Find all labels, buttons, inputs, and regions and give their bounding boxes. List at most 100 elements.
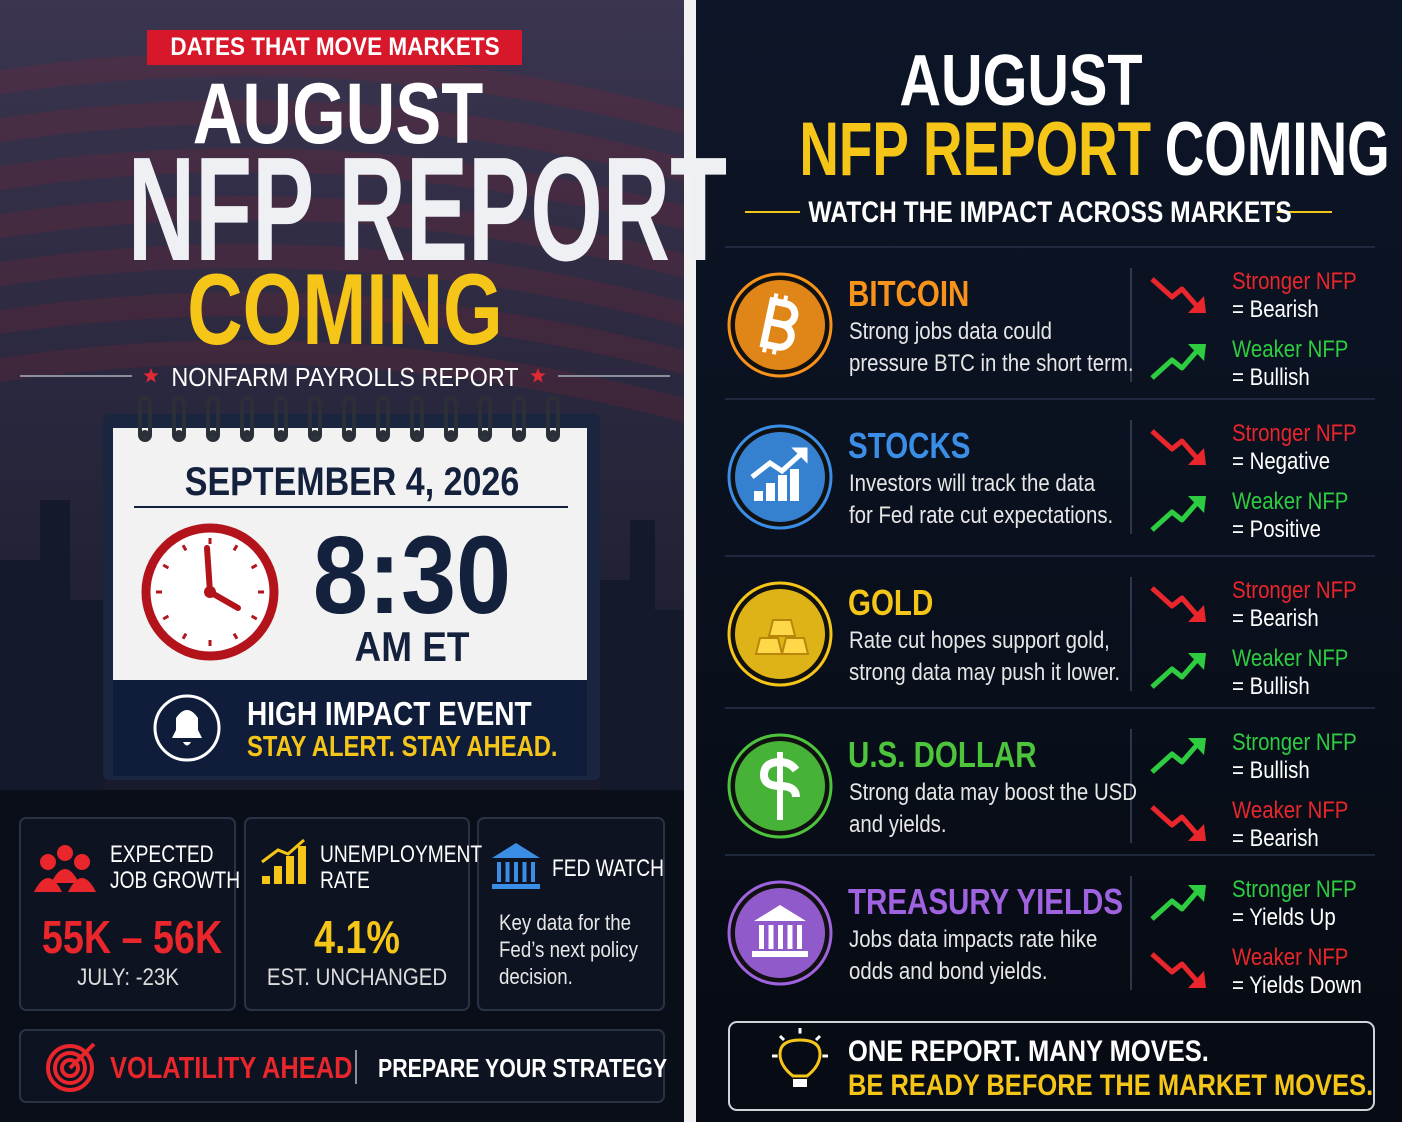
ring bbox=[206, 396, 220, 442]
ring bbox=[376, 396, 390, 442]
people-icon bbox=[51, 869, 79, 883]
impact-label: Weaker NFP bbox=[1232, 336, 1349, 363]
ring-hole bbox=[175, 430, 183, 438]
market-name: GOLD bbox=[848, 582, 934, 623]
impact-label: Stronger NFP bbox=[1232, 729, 1357, 756]
stocks-icon bbox=[750, 451, 804, 479]
clock-center bbox=[204, 586, 216, 598]
stocks-icon bbox=[778, 475, 787, 501]
stat-label: RATE bbox=[320, 867, 370, 894]
chart-icon bbox=[261, 838, 305, 864]
market-description: odds and bond yields. bbox=[849, 958, 1048, 985]
ring-hole bbox=[413, 430, 421, 438]
ring bbox=[410, 396, 424, 442]
trend-arrow bbox=[1188, 824, 1206, 841]
bitcoin-icon bbox=[772, 293, 779, 302]
bank-icon bbox=[531, 862, 535, 882]
flag-stripe bbox=[0, 244, 684, 326]
impact-effect: = Bearish bbox=[1232, 825, 1319, 852]
skyline bbox=[630, 520, 655, 810]
treasury-icon bbox=[778, 925, 783, 949]
alert-title: HIGH IMPACT EVENT bbox=[247, 695, 532, 732]
market-description: Rate cut hopes support gold, bbox=[849, 627, 1110, 654]
skyline bbox=[655, 610, 684, 810]
star bbox=[530, 368, 546, 383]
title: NFP REPORT bbox=[799, 107, 1152, 192]
impact-label: Weaker NFP bbox=[1232, 645, 1349, 672]
people-icon bbox=[40, 854, 56, 870]
clock-tick bbox=[162, 614, 170, 621]
stat-text: Key data for the bbox=[499, 910, 632, 935]
divider bbox=[684, 0, 696, 1122]
market-name: U.S. DOLLAR bbox=[848, 734, 1037, 775]
ring-hole bbox=[447, 430, 455, 438]
stat-note: JULY: -23K bbox=[77, 964, 179, 991]
chart-icon bbox=[286, 856, 294, 884]
ring-hole bbox=[311, 430, 319, 438]
target-icon bbox=[68, 1042, 96, 1070]
stat-note: EST. UNCHANGED bbox=[266, 964, 448, 991]
ring bbox=[274, 396, 288, 442]
market-description: and yields. bbox=[849, 811, 947, 838]
trend-arrow bbox=[1150, 891, 1198, 921]
treasury-icon bbox=[787, 925, 793, 949]
skyline bbox=[40, 500, 70, 810]
chart-icon bbox=[274, 866, 282, 884]
skyline bbox=[0, 560, 40, 810]
ring-hole bbox=[345, 430, 353, 438]
flag-stripe bbox=[0, 100, 684, 182]
trend-arrow bbox=[1150, 659, 1198, 689]
impact-effect: = Negative bbox=[1232, 448, 1331, 475]
impact-label: Stronger NFP bbox=[1232, 876, 1357, 903]
impact-effect: = Positive bbox=[1232, 516, 1322, 543]
ring bbox=[444, 396, 458, 442]
ring bbox=[342, 396, 356, 442]
stat-text: decision. bbox=[499, 964, 573, 989]
date: SEPTEMBER 4, 2026 bbox=[184, 460, 520, 504]
bulb-icon bbox=[778, 1038, 822, 1078]
treasury-icon bbox=[754, 905, 806, 921]
ring bbox=[172, 396, 186, 442]
tag: DATES THAT MOVE MARKETS bbox=[170, 33, 500, 61]
bank-icon bbox=[522, 862, 527, 882]
target-icon bbox=[46, 1044, 94, 1092]
ring bbox=[546, 396, 560, 442]
treasury-icon bbox=[759, 925, 764, 949]
trend-arrow bbox=[1150, 952, 1198, 982]
market-description: Jobs data impacts rate hike bbox=[849, 926, 1098, 953]
stat-label: EXPECTED bbox=[110, 841, 214, 868]
stat-value: 4.1% bbox=[314, 911, 400, 963]
bank-icon bbox=[492, 843, 540, 858]
impact-effect: = Bearish bbox=[1232, 296, 1319, 323]
footer-left: VOLATILITY AHEAD bbox=[110, 1050, 353, 1085]
bell-ring bbox=[153, 694, 221, 762]
impact-label: Stronger NFP bbox=[1232, 268, 1357, 295]
trend-arrow bbox=[1188, 653, 1206, 670]
bulb-ray bbox=[814, 1034, 822, 1042]
title: NFP REPORT bbox=[127, 127, 728, 292]
tag-box bbox=[147, 30, 522, 65]
ring-hole bbox=[481, 430, 489, 438]
trend-arrow bbox=[1188, 738, 1206, 755]
impact-effect: = Yields Up bbox=[1232, 904, 1336, 931]
subtitle: WATCH THE IMPACT ACROSS MARKETS bbox=[808, 196, 1292, 229]
bank-icon bbox=[505, 862, 510, 882]
bank-icon bbox=[497, 862, 501, 882]
impact-effect: = Bullish bbox=[1232, 757, 1310, 784]
ring-hole bbox=[277, 430, 285, 438]
chart-icon bbox=[262, 876, 270, 884]
trend-arrow bbox=[1188, 496, 1206, 513]
clock-tick bbox=[181, 544, 188, 552]
impact-effect: = Yields Down bbox=[1232, 972, 1362, 999]
clock-hand bbox=[204, 545, 213, 595]
clock-tick bbox=[250, 614, 258, 621]
ring bbox=[240, 396, 254, 442]
footer-line: ONE REPORT. MANY MOVES. bbox=[848, 1035, 1209, 1068]
impact-label: Weaker NFP bbox=[1232, 488, 1349, 515]
market-description: strong data may push it lower. bbox=[849, 659, 1121, 686]
stocks-icon bbox=[766, 483, 775, 501]
impact-effect: = Bullish bbox=[1232, 673, 1310, 700]
bitcoin-icon bbox=[762, 344, 768, 353]
stocks-icon bbox=[791, 447, 808, 464]
